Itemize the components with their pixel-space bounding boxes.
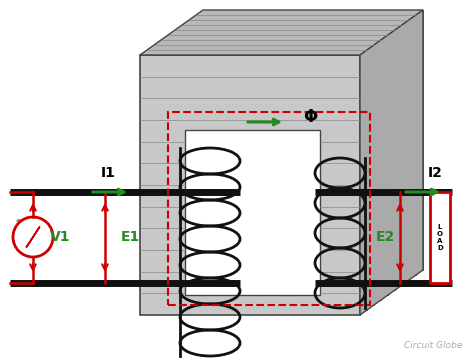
Polygon shape — [147, 50, 367, 310]
Polygon shape — [154, 45, 374, 305]
Polygon shape — [248, 85, 383, 250]
Polygon shape — [234, 95, 369, 260]
Polygon shape — [196, 15, 416, 275]
Polygon shape — [241, 90, 376, 255]
Polygon shape — [206, 115, 341, 280]
Polygon shape — [168, 35, 388, 295]
Polygon shape — [192, 125, 327, 290]
Text: I2: I2 — [428, 166, 442, 180]
Polygon shape — [360, 10, 423, 315]
Polygon shape — [182, 25, 402, 285]
Polygon shape — [203, 10, 423, 270]
Bar — [168, 112, 370, 305]
Text: L
O
A
D: L O A D — [437, 224, 443, 251]
Text: E2: E2 — [375, 230, 395, 244]
Polygon shape — [161, 40, 381, 300]
Polygon shape — [227, 100, 362, 265]
Text: E1: E1 — [120, 230, 140, 244]
Polygon shape — [185, 130, 320, 295]
Polygon shape — [189, 20, 409, 280]
Polygon shape — [199, 120, 334, 285]
Text: Φ: Φ — [303, 108, 317, 126]
Text: V1: V1 — [50, 230, 70, 244]
Polygon shape — [140, 55, 360, 315]
Polygon shape — [175, 30, 395, 290]
Text: I1: I1 — [100, 166, 116, 180]
Polygon shape — [140, 10, 423, 55]
Polygon shape — [220, 105, 355, 270]
Text: ac: ac — [16, 218, 22, 223]
Polygon shape — [213, 110, 348, 275]
Bar — [430, 192, 450, 283]
Text: Circuit Globe: Circuit Globe — [404, 341, 462, 350]
